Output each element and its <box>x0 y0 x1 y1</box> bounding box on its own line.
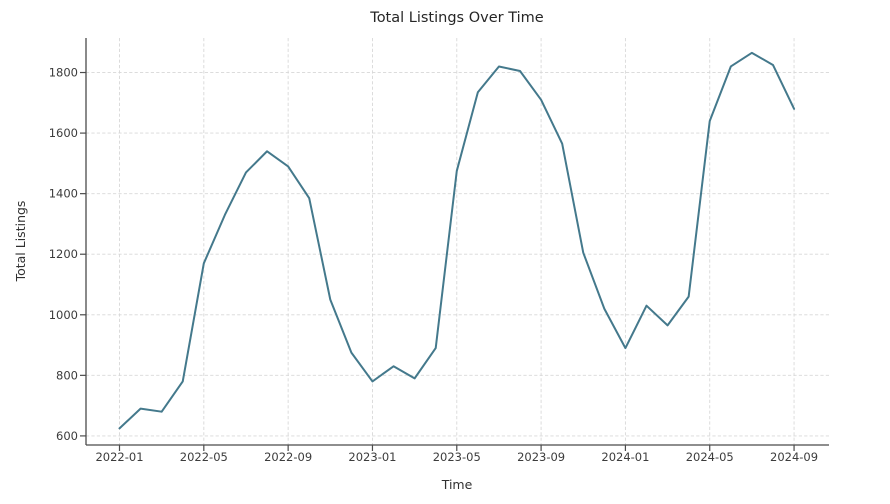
data-series-line <box>118 51 796 430</box>
y-tick-label: 1000 <box>49 308 78 322</box>
y-tick-label: 1200 <box>49 247 78 261</box>
chart-title: Total Listings Over Time <box>369 10 543 26</box>
x-tick-label: 2023-09 <box>517 450 565 464</box>
y-tick-label: 1800 <box>49 66 78 80</box>
x-tick-label: 2022-05 <box>180 450 228 464</box>
x-tick-label: 2023-05 <box>433 450 481 464</box>
grid-layer <box>86 38 829 445</box>
x-tick-label: 2022-01 <box>95 450 143 464</box>
x-tick-label: 2022-09 <box>264 450 312 464</box>
axis-layer: 600 800 1000 1200 1400 1600 1800 2022-01 2022-05… <box>49 38 829 464</box>
y-axis-label: Total Listings <box>13 201 28 283</box>
x-tick-label: 2023-01 <box>348 450 396 464</box>
x-tick-label: 2024-01 <box>601 450 649 464</box>
y-tick-label: 1600 <box>49 126 78 140</box>
y-tick-label: 1400 <box>49 187 78 201</box>
x-axis-label: Time <box>441 477 473 492</box>
x-tick-label: 2024-09 <box>770 450 818 464</box>
series-layer <box>118 51 796 430</box>
x-tick-label: 2024-05 <box>686 450 734 464</box>
y-tick-label: 800 <box>56 368 78 382</box>
y-tick-label: 600 <box>56 429 78 443</box>
